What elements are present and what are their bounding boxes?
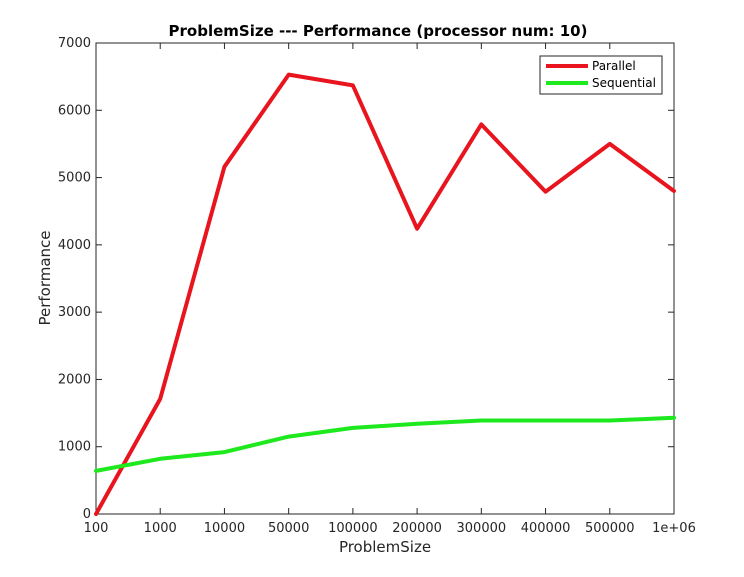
x-tick-label: 400000 (521, 521, 571, 536)
legend-label-parallel: Parallel (592, 59, 636, 73)
x-tick-label: 100 (84, 521, 109, 536)
x-axis-title: ProblemSize (339, 538, 431, 556)
legend-box (539, 55, 663, 95)
y-axis-title: Performance (36, 230, 54, 325)
y-tick-label: 7000 (58, 36, 91, 51)
plot-frame (95, 42, 675, 515)
y-axis: 0 1000 2000 3000 4000 5000 6000 7000 (58, 36, 674, 522)
legend-label-sequential: Sequential (592, 76, 656, 90)
plot-area (95, 42, 675, 515)
y-tick-label: 2000 (58, 372, 91, 387)
y-tick-label: 5000 (58, 171, 91, 186)
x-tick-label: 1e+06 (652, 521, 696, 536)
x-tick-label: 300000 (457, 521, 507, 536)
x-tick-label: 200000 (392, 521, 442, 536)
y-tick-label: 1000 (58, 440, 91, 455)
x-tick-label: 500000 (585, 521, 635, 536)
series-line-parallel (94, 72, 676, 516)
x-tick-label: 1000 (144, 521, 177, 536)
chart-title: ProblemSize --- Performance (processor n… (169, 22, 588, 40)
series-line-sequential (94, 415, 676, 473)
x-axis: 100 1000 10000 50000 100000 200000 300000 40000… (84, 43, 696, 536)
y-tick-label: 0 (83, 507, 91, 522)
legend: Parallel Sequential (539, 55, 663, 95)
y-tick-label: 4000 (58, 238, 91, 253)
y-tick-label: 3000 (58, 305, 91, 320)
y-tick-label: 6000 (58, 103, 91, 118)
x-tick-label: 50000 (268, 521, 309, 536)
x-tick-label: 100000 (328, 521, 378, 536)
x-tick-label: 10000 (204, 521, 245, 536)
series-layer (94, 72, 676, 516)
